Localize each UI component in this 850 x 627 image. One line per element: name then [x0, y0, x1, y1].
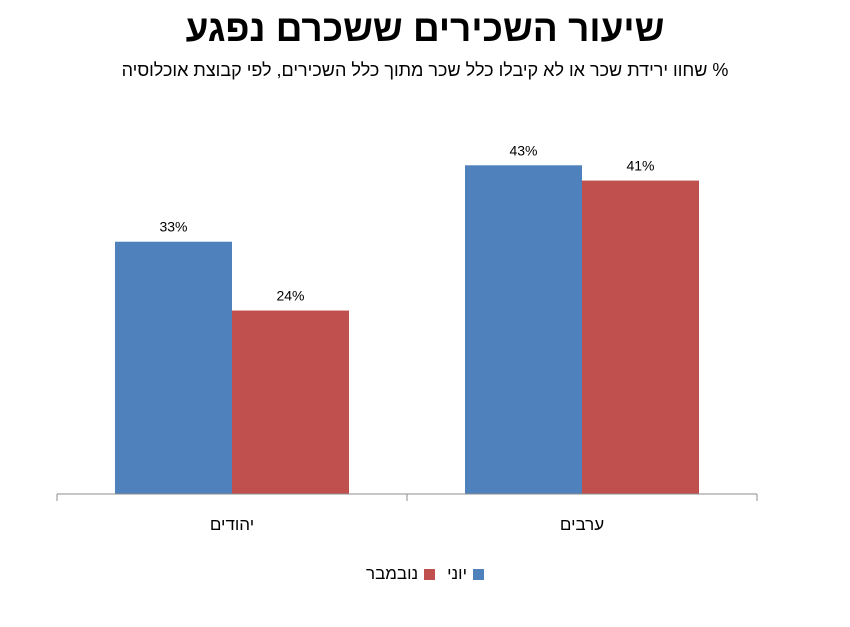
legend-item-november: נובמבר [366, 564, 436, 584]
x-axis [56, 493, 758, 501]
category-label-0: ערבים [560, 515, 604, 534]
value-label-november-1: 24% [276, 288, 304, 304]
legend-swatch-june [473, 568, 485, 580]
legend-label-november: נובמבר [366, 564, 419, 583]
bar-november-1 [232, 310, 349, 494]
value-labels-group: 43% 41% 33% 24% [159, 142, 654, 303]
chart-title: שיעור השכירים ששכרם נפגע [185, 8, 665, 49]
bar-june-0 [465, 165, 582, 495]
chart-subtitle: % שחוו ירידת שכר או לא קיבלו כלל שכר מתו… [121, 60, 729, 80]
legend-label-june: יוני [447, 564, 468, 583]
legend-item-june: יוני [447, 564, 485, 584]
value-label-june-0: 43% [509, 142, 537, 158]
value-label-june-1: 33% [159, 219, 187, 235]
bar-november-0 [582, 180, 699, 495]
category-labels-group: ערבים יהודים [210, 515, 604, 534]
bar-june-1 [115, 241, 232, 494]
bars-group [115, 165, 699, 495]
category-label-1: יהודים [210, 515, 254, 534]
legend: יוני נובמבר [0, 564, 850, 584]
value-label-november-0: 41% [626, 158, 654, 174]
legend-swatch-november [424, 568, 436, 580]
